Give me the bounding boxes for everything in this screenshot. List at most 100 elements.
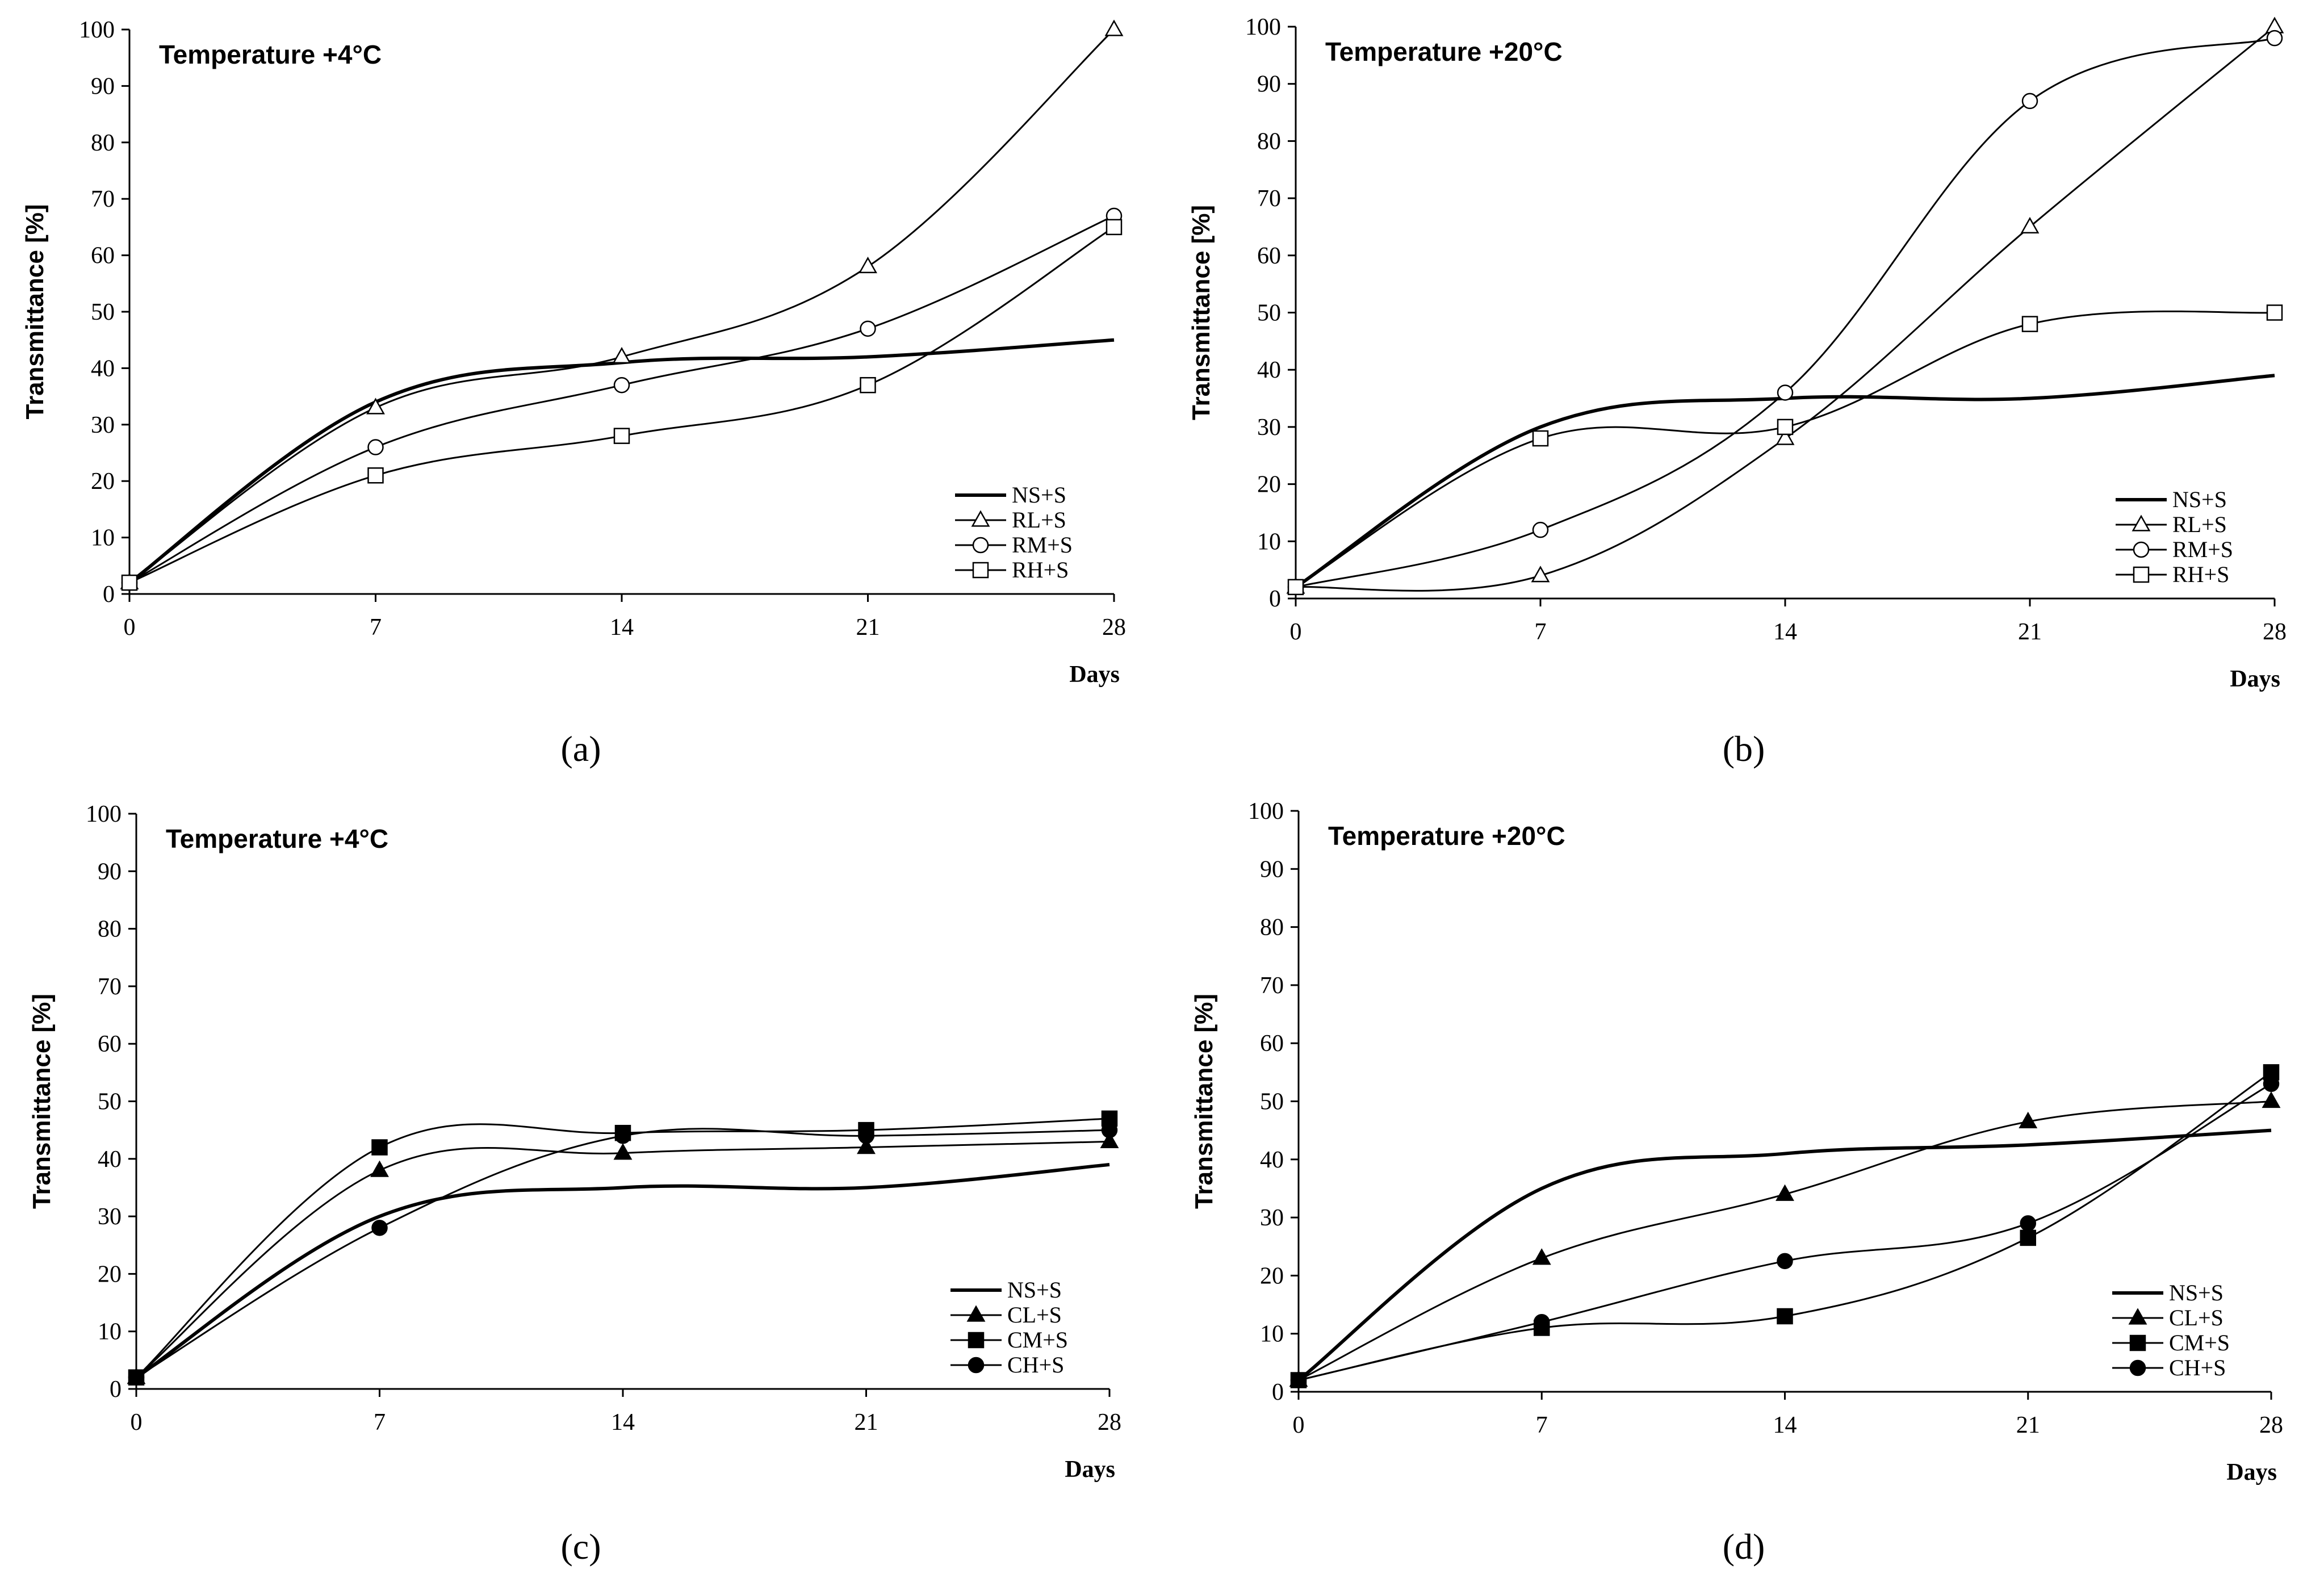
series-line <box>1295 374 2275 589</box>
y-tick-label: 50 <box>1260 1089 1284 1115</box>
data-point-marker <box>2266 304 2283 321</box>
data-point-marker <box>614 1128 631 1144</box>
x-tick-label: 14 <box>1773 1412 1797 1438</box>
data-point-marker <box>370 1160 389 1177</box>
data-point-marker <box>1101 1121 1118 1139</box>
data-point-marker <box>366 397 385 415</box>
legend-entry-label: RM+S <box>1012 532 1073 558</box>
legend-entry-label: NS+S <box>2172 487 2227 512</box>
data-point-marker <box>121 574 138 591</box>
y-tick-label: 20 <box>91 468 115 495</box>
chart-title: Temperature +20°C <box>1328 821 1565 851</box>
series-rh-plus-s <box>121 219 1123 591</box>
series-ns-plus-s <box>1295 374 2275 589</box>
data-point-marker <box>2021 316 2038 332</box>
data-point-marker <box>1777 418 1794 436</box>
y-tick-label: 10 <box>1260 1321 1284 1347</box>
x-axis-label: Days <box>1065 1457 1115 1483</box>
x-axis-label: Days <box>1069 662 1120 688</box>
x-tick-label: 21 <box>856 614 880 641</box>
legend-marker <box>2129 1359 2146 1376</box>
panel-caption: (c) <box>560 1526 601 1567</box>
y-tick-label: 10 <box>98 1319 122 1345</box>
x-tick-label: 28 <box>1098 1409 1121 1435</box>
panel-caption: (d) <box>1723 1526 1765 1567</box>
data-point-marker <box>1777 1253 1793 1270</box>
data-point-marker <box>1532 521 1549 538</box>
x-tick-label: 14 <box>610 614 634 641</box>
y-tick-label: 70 <box>1260 973 1284 999</box>
data-point-marker <box>857 1137 876 1154</box>
y-axis-label: Transmittance [%] <box>1190 994 1218 1209</box>
series-ns-plus-s <box>1297 1128 2272 1382</box>
y-tick-label: 20 <box>98 1261 122 1287</box>
legend-marker <box>972 562 989 579</box>
x-tick-label: 14 <box>611 1409 635 1435</box>
legend-entry-label: RH+S <box>1012 557 1069 583</box>
x-tick-label: 28 <box>2259 1412 2283 1438</box>
y-tick-label: 80 <box>1257 128 1281 154</box>
series-ch-plus-s <box>128 1121 1118 1386</box>
data-point-marker <box>1777 1308 1793 1325</box>
series-line <box>1295 310 2275 588</box>
series-ns-plus-s <box>135 1162 1110 1379</box>
y-tick-label: 0 <box>110 1376 122 1403</box>
y-tick-label: 80 <box>91 130 115 156</box>
legend-marker <box>2129 1334 2146 1351</box>
data-point-marker <box>1106 219 1123 236</box>
series-rl-plus-s <box>120 19 1124 589</box>
y-tick-label: 30 <box>1260 1205 1284 1231</box>
data-point-marker <box>858 1128 874 1144</box>
chart-title: Temperature +20°C <box>1325 37 1563 66</box>
series-ch-plus-s <box>1290 1075 2280 1388</box>
series-ns-plus-s <box>128 338 1115 584</box>
data-point-marker <box>2266 30 2283 47</box>
data-point-marker <box>1532 430 1549 447</box>
legend: NS+SRL+SRM+SRH+S <box>2116 487 2233 587</box>
y-tick-label: 50 <box>1257 300 1281 327</box>
x-tick-label: 0 <box>124 614 136 641</box>
legend-entry-label: RM+S <box>2172 537 2233 562</box>
legend-entry-label: CH+S <box>2169 1355 2226 1380</box>
legend-entry-label: NS+S <box>1012 482 1066 508</box>
series-line <box>129 226 1115 584</box>
y-tick-label: 100 <box>79 17 115 43</box>
y-tick-label: 70 <box>91 186 115 212</box>
chart-panel-a: 0 10 20 30 40 50 60 70 80 90 100 0 7 14 21 28 Transmitta… <box>21 17 1126 769</box>
panel-caption: (a) <box>560 729 601 769</box>
data-point-marker <box>1287 579 1304 596</box>
series-line <box>1297 1128 2272 1382</box>
series-rl-plus-s <box>1286 16 2284 594</box>
y-tick-label: 30 <box>1257 415 1281 441</box>
series-line <box>1295 26 2275 592</box>
data-point-marker <box>1534 1313 1550 1330</box>
legend-entry-label: RL+S <box>1012 507 1066 533</box>
data-point-marker <box>1100 1131 1119 1149</box>
legend-entry-label: CM+S <box>2169 1330 2230 1355</box>
series-line <box>128 338 1115 584</box>
series-line <box>129 28 1115 584</box>
data-point-marker <box>2020 1215 2036 1232</box>
data-point-marker <box>1776 428 1795 445</box>
y-tick-label: 30 <box>91 412 115 438</box>
y-tick-label: 60 <box>98 1031 122 1057</box>
y-axis-label: Transmittance [%] <box>1187 205 1215 420</box>
y-tick-label: 90 <box>1257 72 1281 98</box>
x-tick-label: 7 <box>1535 619 1547 645</box>
legend-entry-label: RL+S <box>2172 512 2227 537</box>
y-axis-label: Transmittance [%] <box>28 994 56 1209</box>
chart-title: Temperature +4°C <box>159 40 382 69</box>
y-tick-label: 100 <box>1245 14 1281 40</box>
data-point-marker <box>1777 384 1794 401</box>
data-point-marker <box>2019 1111 2038 1128</box>
y-tick-label: 80 <box>98 916 122 943</box>
series-rm-plus-s <box>121 207 1123 591</box>
legend-entry-label: NS+S <box>1007 1277 1062 1303</box>
legend-entry-label: CL+S <box>1007 1302 1062 1328</box>
data-point-marker <box>613 1143 633 1160</box>
x-tick-label: 0 <box>131 1409 143 1435</box>
data-point-marker <box>2021 93 2038 110</box>
data-point-marker <box>1532 1248 1551 1265</box>
y-tick-label: 90 <box>91 73 115 99</box>
legend-marker <box>2133 541 2150 558</box>
